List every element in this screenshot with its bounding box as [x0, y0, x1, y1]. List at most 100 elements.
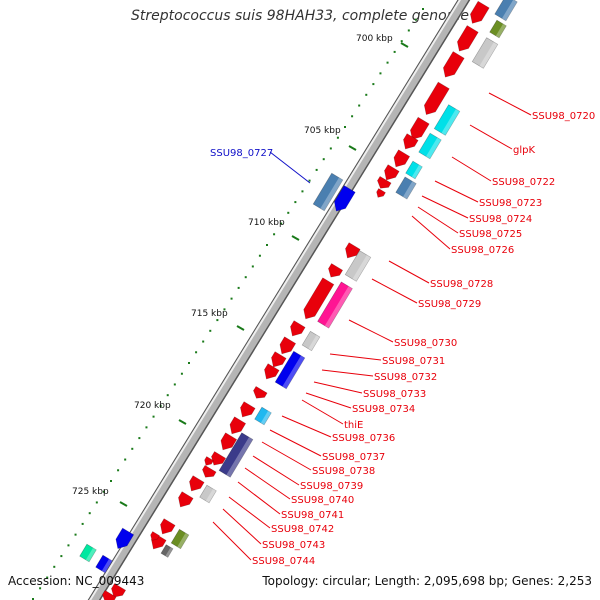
gene-block: [274, 350, 306, 390]
tick-dot: [315, 168, 318, 171]
gene-label-ssu98-0726[interactable]: SSU98_0726: [451, 245, 514, 256]
cds-arrow-shape: [189, 475, 205, 492]
cds-arrow: [443, 51, 465, 78]
gene-block-shine: [165, 547, 174, 558]
cds-arrow: [271, 351, 287, 368]
tick-dot: [379, 72, 382, 75]
tick-dot: [308, 179, 311, 182]
gene-block: [344, 250, 372, 282]
tick-dot: [223, 308, 226, 311]
gene-label-ssu98-0739[interactable]: SSU98_0739: [300, 481, 363, 492]
gene-label-ssu98-0729[interactable]: SSU98_0729: [418, 299, 481, 310]
tick-dot: [39, 587, 42, 590]
leader-line: [321, 369, 374, 377]
cds-arrow-shape: [457, 25, 479, 52]
genome-title: Streptococcus suis 98HAH33, complete gen…: [131, 8, 469, 24]
tick-dot: [329, 147, 332, 150]
gene-block-shape: [395, 176, 417, 200]
gene-label-ssu98-0731[interactable]: SSU98_0731: [382, 356, 445, 367]
cds-arrow: [264, 363, 280, 380]
gene-block-shape: [254, 406, 272, 426]
gene-label-ssu98-0743[interactable]: SSU98_0743: [262, 540, 325, 551]
cds-arrow-small: [376, 188, 386, 198]
gene-label-ssu98-0741[interactable]: SSU98_0741: [281, 510, 344, 521]
leader-line: [371, 278, 418, 304]
gene-label-glpk[interactable]: glpK: [513, 145, 535, 156]
tick-dot: [280, 222, 283, 225]
cds-arrow-small-shape: [376, 188, 386, 198]
cds-arrow: [189, 475, 205, 492]
tick-dot: [386, 61, 389, 64]
cds-arrow: [345, 242, 361, 259]
kbp-label-705: 705 kbp: [304, 126, 341, 136]
gene-label-ssu98-0738[interactable]: SSU98_0738: [312, 466, 375, 477]
gene-block-shine: [320, 177, 343, 211]
gene-arrow-blue: [334, 185, 356, 212]
gene-block: [254, 406, 272, 426]
gene-label-thie[interactable]: thiE: [344, 420, 363, 431]
leader-line: [269, 151, 311, 184]
cds-arrow: [303, 277, 335, 320]
gene-block-shine: [101, 558, 113, 573]
gene-block-shine: [479, 42, 498, 69]
leader-line: [417, 206, 459, 234]
gene-block-shine: [282, 355, 305, 389]
leader-line: [252, 455, 300, 486]
cds-arrow-shape: [303, 277, 335, 320]
gene-label-ssu98-0733[interactable]: SSU98_0733: [363, 389, 426, 400]
gene-block: [317, 281, 353, 329]
gene-block-shape: [489, 19, 507, 39]
cds-arrow-shape: [328, 263, 344, 278]
gene-label-ssu98-0732[interactable]: SSU98_0732: [374, 372, 437, 383]
leader-line: [261, 441, 312, 471]
gene-label-ssu98-0728[interactable]: SSU98_0728: [430, 279, 493, 290]
tick-dot: [131, 447, 134, 450]
gene-label-ssu98-0725[interactable]: SSU98_0725: [459, 229, 522, 240]
gene-block-shine: [495, 23, 507, 38]
tick-dot: [32, 598, 34, 600]
tick-dot: [53, 565, 56, 568]
gene-label-ssu98-0744[interactable]: SSU98_0744: [252, 556, 315, 567]
tick-dot: [422, 8, 424, 10]
gene-label-ssu98-0734[interactable]: SSU98_0734: [352, 404, 415, 415]
gene-label-ssu98-0737[interactable]: SSU98_0737: [322, 452, 385, 463]
gene-block-shape: [433, 104, 461, 136]
gene-block: [395, 176, 417, 200]
gene-block-shine: [177, 532, 189, 549]
tick-dot: [266, 244, 268, 246]
kbp-label-700: 700 kbp: [356, 34, 393, 44]
tick-dot: [230, 297, 233, 300]
gene-label-ssu98-0736[interactable]: SSU98_0736: [332, 433, 395, 444]
tick-dot: [74, 533, 77, 536]
gene-block-shape: [199, 484, 217, 504]
cds-arrow: [470, 0, 490, 24]
kbp-tick: [400, 42, 409, 48]
gene-label-ssu98-0720[interactable]: SSU98_0720: [532, 111, 595, 122]
gene-label-ssu98-0727[interactable]: SSU98_0727: [210, 148, 273, 159]
cds-arrow-shape: [264, 363, 280, 380]
kbp-tick: [119, 501, 128, 507]
gene-label-ssu98-0730[interactable]: SSU98_0730: [394, 338, 457, 349]
cds-arrow-shape: [393, 149, 411, 168]
leader-line: [244, 467, 291, 500]
gene-block-shine: [403, 181, 417, 200]
tick-dot: [95, 501, 98, 504]
gene-block-shape: [494, 0, 518, 22]
gene-block: [489, 19, 507, 39]
gene-label-ssu98-0724[interactable]: SSU98_0724: [469, 214, 532, 225]
tick-dot: [351, 115, 354, 118]
gene-label-ssu98-0722[interactable]: SSU98_0722: [492, 177, 555, 188]
cds-arrow-shape: [345, 242, 361, 259]
cds-arrow: [160, 518, 176, 535]
leader-line: [237, 481, 281, 515]
cds-arrow-shape: [470, 0, 490, 24]
gene-label-ssu98-0742[interactable]: SSU98_0742: [271, 524, 334, 535]
gene-label-ssu98-0723[interactable]: SSU98_0723: [479, 198, 542, 209]
cds-arrow-shape: [271, 351, 287, 368]
gene-block-shine: [426, 137, 442, 159]
tick-dot: [336, 136, 339, 139]
gene-label-ssu98-0740[interactable]: SSU98_0740: [291, 495, 354, 506]
gene-arrow-blue-shape: [334, 185, 356, 212]
tick-dot: [110, 480, 112, 482]
leader-line: [313, 381, 363, 394]
